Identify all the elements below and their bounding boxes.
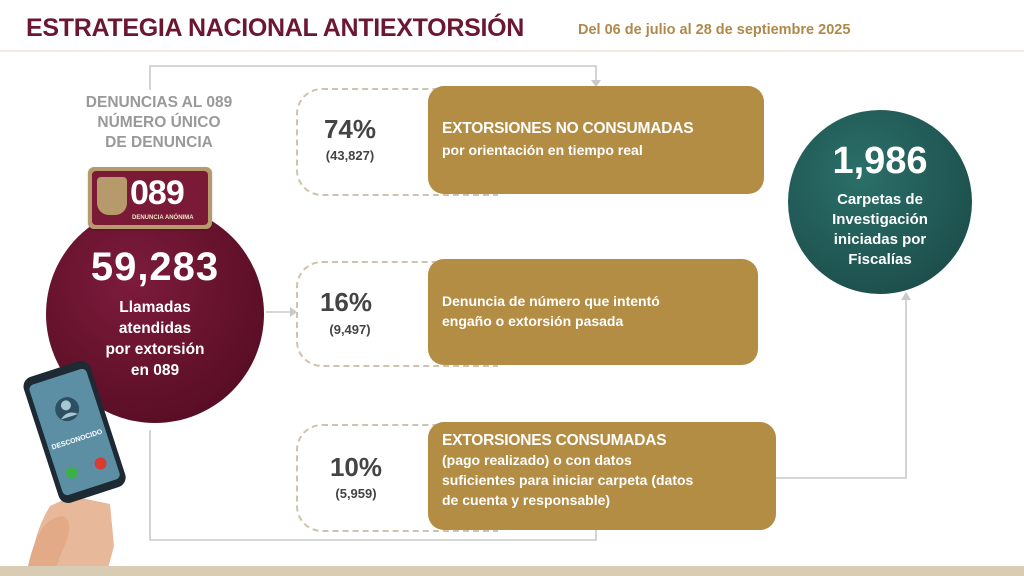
connector-right	[776, 300, 907, 479]
decline-call-icon	[94, 457, 107, 470]
shield-icon	[97, 177, 127, 215]
result-percent: 10%	[329, 452, 383, 482]
carpetas-label-line: Carpetas de	[837, 191, 923, 208]
calls-label: Llamadas atendidas por extorsión en 089	[46, 297, 264, 381]
result-text: Denuncia de número que intentó	[442, 293, 660, 309]
caption-089: DENUNCIAS AL 089 NÚMERO ÚNICO DE DENUNCI…	[64, 93, 254, 153]
result-title: EXTORSIONES NO CONSUMADAS	[442, 120, 694, 137]
connector-top	[149, 65, 597, 90]
caption-line: DE DENUNCIA	[105, 134, 213, 151]
calls-label-line: en 089	[130, 362, 180, 379]
arrow-top	[591, 80, 601, 87]
carpetas-label-line: iniciadas por	[833, 231, 927, 248]
carpetas-label-line: Investigación	[832, 211, 928, 228]
logo-number: 089	[130, 174, 185, 212]
thumb-shape	[28, 516, 70, 576]
connector-bottom	[149, 430, 597, 541]
calls-number: 59,283	[90, 245, 220, 289]
arrow-middle	[290, 307, 297, 317]
result-card: EXTORSIONES NO CONSUMADAS por orientació…	[428, 86, 764, 194]
arrow-right	[901, 292, 911, 300]
date-range: Del 06 de julio al 28 de septiembre 2025	[578, 22, 851, 38]
result-card: EXTORSIONES CONSUMADAS (pago realizado) …	[428, 422, 776, 530]
carpetas-label: Carpetas de Investigación iniciadas por …	[788, 190, 972, 270]
carpetas-number: 1,986	[832, 140, 928, 182]
result-count: (5,959)	[335, 486, 377, 501]
result-text: suficientes para iniciar carpeta (datos	[442, 472, 694, 488]
result-card: Denuncia de número que intentó engaño o …	[428, 259, 758, 365]
carpetas-label-line: Fiscalías	[848, 251, 912, 268]
result-text: por orientación en tiempo real	[442, 142, 643, 158]
result-count: (43,827)	[325, 148, 375, 163]
page-title: ESTRATEGIA NACIONAL ANTIEXTORSIÓN	[26, 14, 524, 42]
calls-label-line: atendidas	[118, 320, 192, 337]
logo-089: 089 DENUNCIA ANÓNIMA	[88, 167, 212, 229]
result-text: engaño o extorsión pasada	[442, 313, 624, 329]
result-title: EXTORSIONES CONSUMADAS	[442, 432, 667, 449]
result-count: (9,497)	[329, 322, 371, 337]
caption-line: DENUNCIAS AL 089	[85, 94, 233, 111]
calls-label-line: por extorsión	[105, 341, 205, 358]
result-text: (pago realizado) o con datos	[442, 452, 632, 468]
result-percent: 16%	[319, 287, 373, 317]
result-text: de cuenta y responsable)	[442, 492, 611, 508]
footer-band	[0, 566, 1024, 576]
carpetas-circle	[788, 110, 972, 294]
calls-label-line: Llamadas	[119, 299, 191, 316]
phone-illustration: DESCONOCIDO	[23, 360, 126, 576]
answer-call-icon	[66, 466, 79, 479]
header-divider	[0, 50, 1024, 52]
caption-line: NÚMERO ÚNICO	[97, 114, 221, 131]
logo-tag: DENUNCIA ANÓNIMA	[132, 215, 194, 221]
result-percent: 74%	[323, 114, 377, 144]
